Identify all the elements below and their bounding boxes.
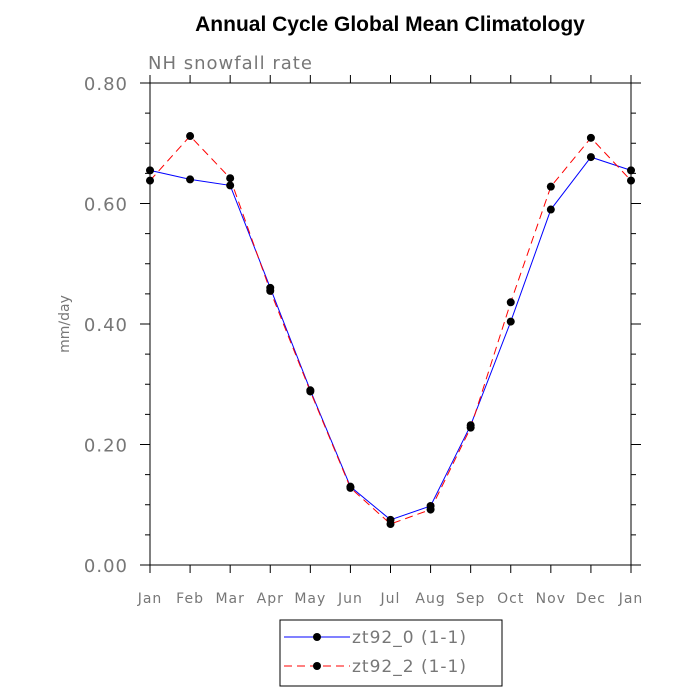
x-tick-label: Jun xyxy=(337,591,363,607)
series-0-point xyxy=(146,166,154,175)
y-tick-label: 0.60 xyxy=(84,195,128,216)
x-tick-label: Feb xyxy=(176,591,204,607)
x-tick-label: Dec xyxy=(576,591,606,607)
x-tick-label: Oct xyxy=(497,591,524,607)
y-tick-label: 0.40 xyxy=(84,315,128,336)
series-0-point xyxy=(627,166,635,175)
series-1-point xyxy=(386,520,395,529)
series-1-point xyxy=(226,174,235,183)
legend-marker-0 xyxy=(313,633,321,641)
series-1-point xyxy=(546,182,555,191)
x-tick-label: Jan xyxy=(137,591,163,607)
series-1-point xyxy=(586,133,595,142)
legend-label-0: zt92_0 (1-1) xyxy=(352,628,467,648)
plot-frame xyxy=(149,82,632,566)
series-0-point xyxy=(506,317,515,326)
series-0-point xyxy=(546,205,555,214)
y-tick-label: 0.20 xyxy=(84,436,128,457)
x-tick-label: Jan xyxy=(618,591,644,607)
legend: zt92_0 (1-1) zt92_2 (1-1) xyxy=(279,619,503,687)
x-tick-label: Apr xyxy=(257,591,284,607)
x-tick-label: Aug xyxy=(415,591,445,607)
legend-box xyxy=(279,619,503,687)
series-1-point xyxy=(146,176,154,185)
chart-title: Annual Cycle Global Mean Climatology xyxy=(195,13,585,36)
series-0-point xyxy=(586,153,595,162)
series-1-point xyxy=(346,483,355,492)
series-1-point xyxy=(506,298,515,307)
series-1-point xyxy=(426,505,435,514)
series-0-point xyxy=(186,175,195,184)
series-layer xyxy=(146,132,635,529)
series-1-point xyxy=(266,286,275,295)
y-tick-label: 0.00 xyxy=(84,556,128,577)
x-tick-label: May xyxy=(294,591,326,607)
axis-ticks xyxy=(140,75,641,573)
y-tick-labels: 0.00 0.20 0.40 0.60 0.80 xyxy=(84,74,128,577)
series-1-point xyxy=(627,176,635,185)
series-1-point xyxy=(306,387,315,396)
series-1-point xyxy=(186,132,195,141)
series-0-point xyxy=(226,181,235,190)
y-tick-label: 0.80 xyxy=(84,74,128,95)
x-tick-label: Sep xyxy=(456,591,485,607)
y-axis-label: mm/day xyxy=(57,295,73,353)
x-tick-labels: Jan Feb Mar Apr May Jun Jul Aug Sep Oct Nov Dec Jan xyxy=(137,591,644,607)
series-line-0 xyxy=(149,156,632,521)
series-line-1 xyxy=(149,135,632,525)
x-tick-label: Nov xyxy=(536,591,566,607)
x-tick-label: Jul xyxy=(380,591,401,607)
series-1-point xyxy=(466,423,475,432)
x-tick-label: Mar xyxy=(215,591,244,607)
legend-label-1: zt92_2 (1-1) xyxy=(352,657,467,677)
legend-marker-1 xyxy=(313,662,321,670)
chart-subtitle: NH snowfall rate xyxy=(148,53,313,74)
